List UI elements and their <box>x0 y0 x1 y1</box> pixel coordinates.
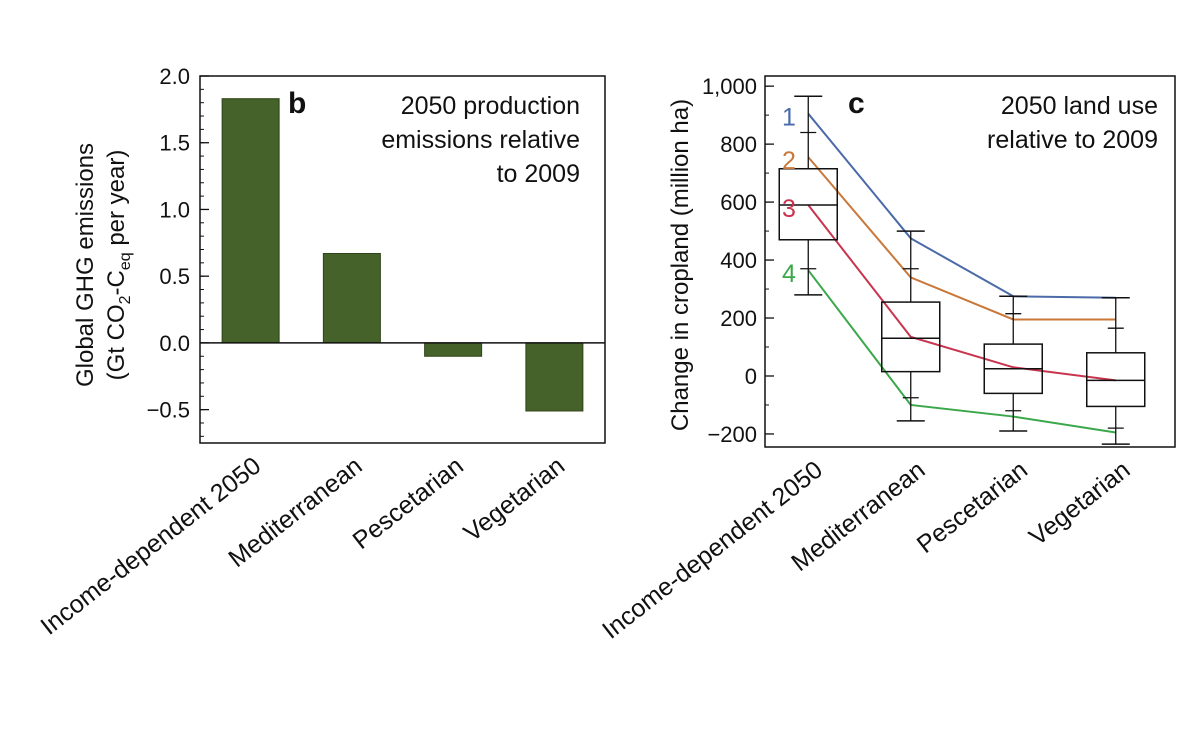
annotation-line: to 2009 <box>497 160 580 188</box>
x-label-vegetarian: Vegetarian <box>1024 456 1135 552</box>
y-tick-label: 2.0 <box>159 64 190 89</box>
ylabel-text: -C <box>103 270 130 295</box>
plot-frame <box>199 75 606 444</box>
y-axis-title: Change in cropland (million ha) <box>667 99 694 431</box>
box-pescetarian <box>983 295 1043 432</box>
annotation-line: relative to 2009 <box>987 126 1158 154</box>
y-tick-label: 400 <box>720 248 757 273</box>
panel-b-annotation: 2050 production emissions relative to 2009 <box>381 92 580 188</box>
bar-mediterranean <box>322 252 381 344</box>
scenario-lines <box>807 113 1116 434</box>
box-vegetarian <box>1086 296 1146 445</box>
bar-series <box>221 98 584 412</box>
line-label-2: 2 <box>782 147 796 175</box>
y-tick-label: 1.5 <box>159 131 190 156</box>
x-label-vegetarian: Vegetarian <box>459 452 570 548</box>
annotation-line: emissions relative <box>381 126 580 154</box>
y-tick-label: −0.5 <box>147 398 190 423</box>
plot-frame <box>764 75 1176 448</box>
annotation-line: 2050 land use <box>1001 92 1158 120</box>
annotation-line: 2050 production <box>401 92 580 120</box>
y-tick-label: 200 <box>720 306 757 331</box>
box-series <box>778 95 1146 445</box>
line-label-3: 3 <box>782 195 796 223</box>
x-label-pescetarian: Pescetarian <box>912 456 1033 559</box>
y-tick-label: 600 <box>720 190 757 215</box>
panel-c-land-use-chart: 1,000 800 600 400 200 0 −200 Income-dependent … <box>597 74 1176 645</box>
scenario-line-labels: 1 2 3 4 <box>782 104 796 289</box>
bar-vegetarian <box>525 342 584 412</box>
line-label-4: 4 <box>782 260 796 288</box>
line-scenario-4 <box>807 269 1116 434</box>
panel-letter-c: c <box>848 87 865 120</box>
box-income-dependent-2050 <box>778 95 838 296</box>
line-scenario-3 <box>807 204 1116 382</box>
panel-b-emissions-chart: 2.0 1.5 1.0 0.5 0.0 −0.5 Income-dependent 205… <box>35 64 606 641</box>
line-label-1: 1 <box>782 104 796 132</box>
y-tick-label: 1.0 <box>159 197 190 222</box>
x-label-pescetarian: Pescetarian <box>348 452 469 555</box>
y-axis-title-line2: (Gt CO2-Ceq per year) <box>103 150 134 381</box>
y-tick-label: 1,000 <box>702 74 757 99</box>
y-axis: 1,000 800 600 400 200 0 −200 <box>702 74 774 447</box>
x-axis-labels: Income-dependent 2050MediterraneanPescet… <box>597 456 1135 645</box>
panel-letter-b: b <box>288 87 306 120</box>
y-tick-label: 0.5 <box>159 264 190 289</box>
y-tick-label: 800 <box>720 132 757 157</box>
ylabel-text: (Gt CO <box>103 304 130 380</box>
box-iqr <box>881 301 941 373</box>
y-tick-label: 0.0 <box>159 331 190 356</box>
ylabel-subscript: 2 <box>117 295 134 304</box>
x-axis-labels: Income-dependent 2050MediterraneanPescet… <box>35 452 570 641</box>
bar-income-dependent-2050 <box>221 98 280 344</box>
y-axis-title-line1: Global GHG emissions <box>72 143 99 387</box>
line-scenario-1 <box>807 113 1116 299</box>
y-tick-label: 0 <box>745 364 757 389</box>
ylabel-subscript: eq <box>117 252 134 270</box>
y-tick-label: −200 <box>707 422 757 447</box>
bar-pescetarian <box>424 342 483 357</box>
ylabel-text: per year) <box>103 150 130 253</box>
panel-c-annotation: 2050 land use relative to 2009 <box>987 92 1158 154</box>
box-mediterranean <box>881 230 941 422</box>
line-scenario-2 <box>807 156 1116 321</box>
y-axis: 2.0 1.5 1.0 0.5 0.0 −0.5 <box>147 64 209 437</box>
